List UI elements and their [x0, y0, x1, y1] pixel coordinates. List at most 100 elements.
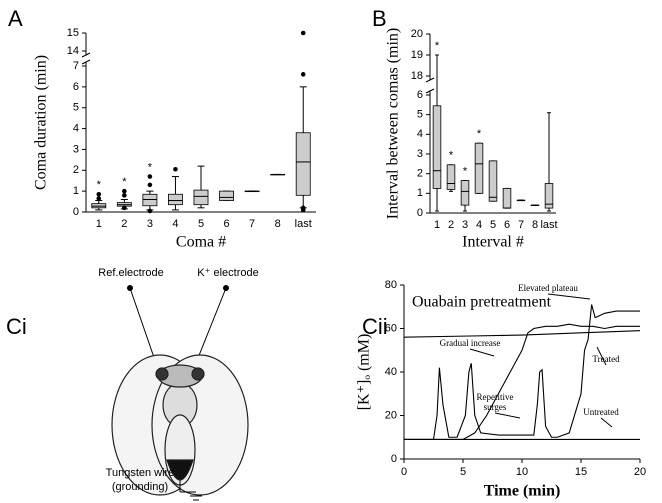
x-axis-label: Time (min) [484, 483, 561, 500]
electrode-tip [223, 285, 229, 291]
outlier [122, 193, 127, 198]
annotation-pointer [600, 417, 613, 428]
y-tick-label: 4 [73, 122, 79, 134]
outlier [173, 166, 178, 172]
outlier [147, 182, 153, 188]
annotation-pointer [494, 412, 521, 419]
y-tick-label: 0 [73, 206, 79, 218]
x-tick-label: 3 [462, 219, 468, 231]
box [193, 189, 209, 206]
x-tick-label: 1 [434, 219, 440, 231]
y-tick-label: 19 [411, 49, 423, 61]
box [488, 160, 498, 202]
significance-mark: * [463, 165, 468, 177]
annotation-pointer [469, 348, 495, 357]
outlier [96, 191, 102, 197]
trace [404, 323, 640, 440]
y-tick-label: 5 [73, 102, 79, 114]
y-tick-label: 4 [417, 128, 423, 140]
x-axis-label: Interval # [462, 234, 524, 251]
box [474, 142, 484, 194]
outlier [147, 208, 153, 214]
x-tick-label: 15 [575, 466, 587, 478]
panel-label: A [8, 6, 23, 31]
trace [403, 330, 641, 338]
y-tick-label: 1 [73, 185, 79, 197]
x-tick-label: 7 [518, 219, 524, 231]
annotation-pointer [547, 293, 591, 300]
y-tick-label: 15 [67, 27, 79, 39]
box [502, 188, 512, 209]
x-tick-label: 4 [476, 219, 482, 231]
ground-label: (grounding) [112, 481, 168, 493]
y-tick-label: 6 [417, 89, 423, 101]
y-tick-label: 1 [417, 187, 423, 199]
y-tick-label: 60 [385, 322, 397, 334]
y-tick-label: 14 [67, 45, 79, 57]
outlier [300, 72, 306, 77]
annotation: Elevated plateau [518, 283, 578, 293]
outlier [147, 174, 153, 179]
y-axis-label: Interval between comas (min) [385, 28, 402, 219]
y-tick-label: 2 [73, 164, 79, 176]
annotation: Untreated [583, 407, 619, 417]
outlier [300, 30, 306, 36]
x-tick-label: 0 [401, 466, 407, 478]
y-tick-label: 6 [73, 81, 79, 93]
y-tick-label: 80 [385, 279, 397, 291]
electrode-tip [127, 285, 133, 291]
y-tick-label: 40 [385, 366, 397, 378]
x-axis-label: Coma # [176, 234, 226, 251]
x-tick-label: 6 [223, 218, 229, 230]
y-tick-label: 3 [417, 148, 423, 160]
ground-label: Tungsten wire [106, 467, 175, 479]
significance-mark: * [477, 128, 482, 140]
x-tick-label: 1 [96, 218, 102, 230]
y-tick-label: 0 [391, 453, 397, 465]
ref-electrode-label: Ref.electrode [98, 267, 163, 279]
panel-label: Ci [6, 314, 27, 339]
axis-break [425, 77, 435, 83]
significance-mark: * [148, 161, 153, 173]
fly-drawing [111, 287, 249, 501]
x-tick-label: last [295, 218, 312, 230]
box [460, 180, 470, 206]
box [446, 164, 456, 190]
box [168, 193, 183, 206]
y-tick-label: 20 [411, 28, 423, 40]
annotation: Gradual increase [440, 338, 501, 348]
y-tick-label: 2 [417, 168, 423, 180]
panel-label: B [372, 6, 387, 31]
y-tick-label: 20 [385, 409, 397, 421]
x-tick-label: 7 [249, 218, 255, 230]
x-tick-label: 5 [460, 466, 466, 478]
axis-break [81, 59, 91, 65]
y-tick-label: 5 [417, 109, 423, 121]
k-electrode-label: K⁺ electrode [197, 267, 258, 279]
x-tick-label: 5 [198, 218, 204, 230]
x-tick-label: 3 [147, 218, 153, 230]
x-tick-label: last [540, 219, 557, 231]
y-tick-label: 7 [73, 60, 79, 72]
y-tick-label: 0 [417, 207, 423, 219]
panel-label: Cii [362, 314, 388, 339]
box [219, 190, 234, 201]
significance-mark: * [97, 179, 102, 191]
significance-mark: * [122, 176, 127, 188]
annotation: surges [484, 402, 507, 412]
y-tick-label: 3 [73, 143, 79, 155]
annotation-pointer [596, 346, 607, 366]
outlier [96, 196, 102, 201]
x-tick-label: 2 [121, 218, 127, 230]
x-tick-label: 20 [634, 466, 646, 478]
significance-mark: * [435, 40, 440, 52]
annotation: Treated [592, 354, 620, 364]
x-tick-label: 6 [504, 219, 510, 231]
y-axis-label: Coma duration (min) [33, 55, 50, 190]
y-axis-label: [K⁺]ₒ (mM) [356, 334, 373, 411]
x-tick-label: 2 [448, 219, 454, 231]
axis-break [81, 52, 91, 58]
box [295, 132, 311, 196]
x-tick-label: 8 [275, 218, 281, 230]
